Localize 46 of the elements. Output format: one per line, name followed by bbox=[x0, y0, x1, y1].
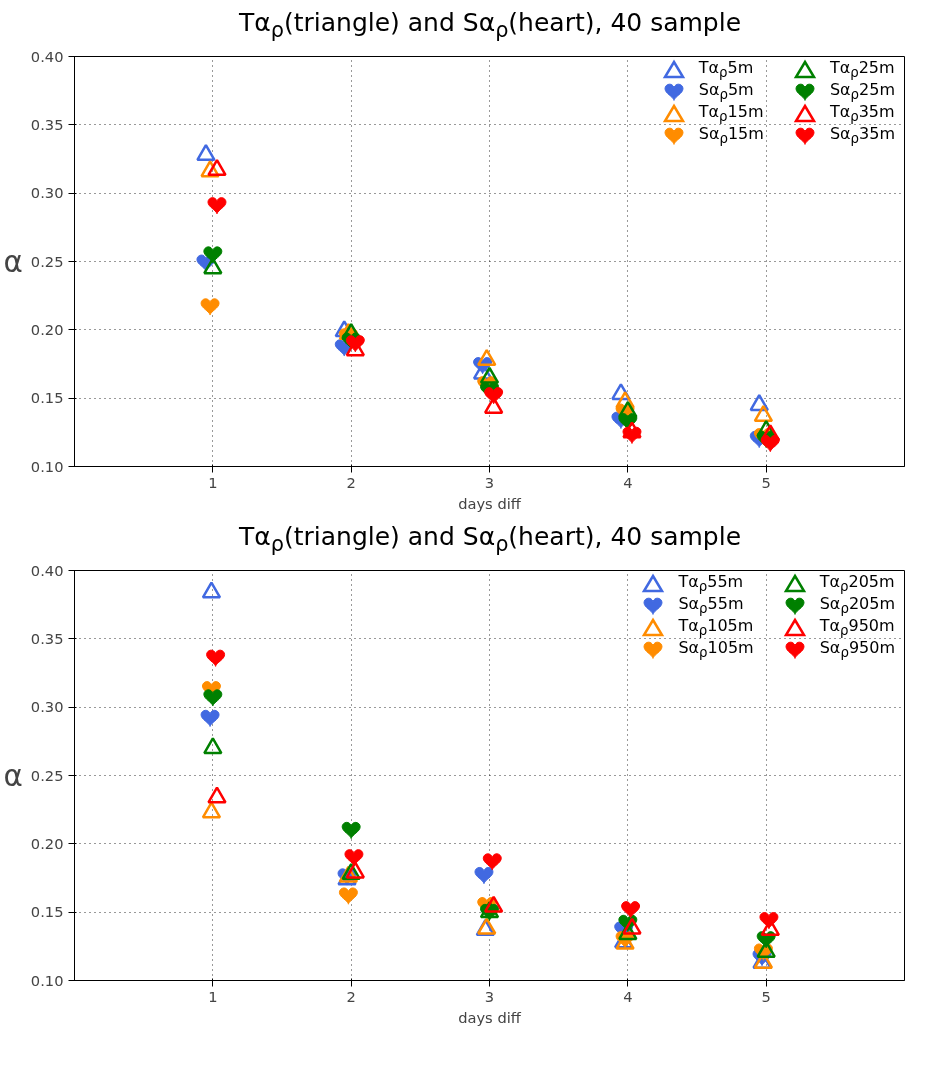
x-tick-label: 2 bbox=[346, 473, 356, 491]
y-axis-title: α bbox=[3, 758, 23, 793]
x-tick-label: 2 bbox=[346, 987, 356, 1005]
y-tick-label: 0.40 bbox=[30, 47, 64, 65]
legend-label: Sα$_{ρ}$55m bbox=[678, 594, 744, 617]
x-axis-title: days diff bbox=[458, 494, 522, 512]
legend-label: Sα$_{ρ}$15m bbox=[698, 124, 764, 149]
y-tick-label: 0.35 bbox=[30, 629, 64, 647]
y-axis-title: α bbox=[3, 244, 23, 279]
legend-label: Sα$_{ρ}$105m bbox=[678, 638, 754, 663]
y-tick-label: 0.20 bbox=[30, 834, 64, 852]
legend-label: Tα$_{ρ}$950m bbox=[819, 616, 895, 639]
y-tick-label: 0.25 bbox=[30, 252, 64, 270]
y-tick-label: 0.30 bbox=[30, 698, 64, 716]
x-tick-label: 1 bbox=[208, 987, 218, 1005]
legend-label: Sα$_{ρ}$950m bbox=[819, 638, 895, 663]
legend-label: Tα$_{ρ}$105m bbox=[678, 616, 754, 639]
legend-label: Tα$_{ρ}$5m bbox=[698, 58, 754, 81]
y-tick-label: 0.10 bbox=[30, 971, 64, 989]
x-tick-label: 5 bbox=[761, 473, 771, 491]
y-tick-label: 0.15 bbox=[30, 903, 64, 921]
y-tick-label: 0.25 bbox=[30, 766, 64, 784]
x-tick-label: 3 bbox=[484, 987, 495, 1005]
legend-label: Tα$_{ρ}$15m bbox=[698, 102, 764, 125]
y-tick-label: 0.30 bbox=[30, 184, 64, 202]
y-tick-label: 0.40 bbox=[30, 561, 64, 579]
legend-label: Sα$_{ρ}$35m bbox=[829, 124, 895, 149]
x-tick-label: 1 bbox=[208, 473, 218, 491]
x-tick-label: 5 bbox=[761, 987, 771, 1005]
legend-label: Sα$_{ρ}$25m bbox=[829, 80, 895, 103]
chart-title: Tα$_{ρ}$(triangle) and Sα$_{ρ}$(heart), 40 sample bbox=[237, 521, 743, 558]
y-tick-label: 0.15 bbox=[30, 389, 64, 407]
x-axis-title: days diff bbox=[458, 1008, 522, 1026]
x-tick-label: 4 bbox=[623, 473, 633, 491]
legend-label: Tα$_{ρ}$25m bbox=[829, 58, 895, 81]
chart-title: Tα$_{ρ}$(triangle) and Sα$_{ρ}$(heart), 40 sample bbox=[237, 7, 743, 44]
legend-label: Sα$_{ρ}$5m bbox=[698, 80, 754, 103]
y-tick-label: 0.20 bbox=[30, 320, 64, 338]
legend-label: Sα$_{ρ}$205m bbox=[819, 594, 895, 617]
x-tick-label: 4 bbox=[623, 987, 633, 1005]
x-tick-label: 3 bbox=[484, 473, 495, 491]
legend-label: Tα$_{ρ}$55m bbox=[678, 572, 744, 595]
y-tick-label: 0.35 bbox=[30, 115, 64, 133]
legend-label: Tα$_{ρ}$205m bbox=[819, 572, 895, 595]
legend-label: Tα$_{ρ}$35m bbox=[829, 102, 895, 125]
y-tick-label: 0.10 bbox=[30, 457, 64, 475]
